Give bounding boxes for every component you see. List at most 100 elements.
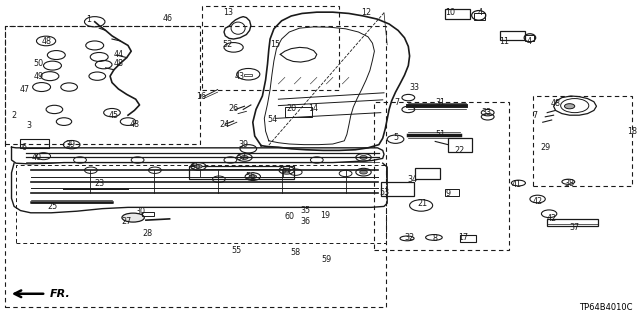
Bar xyxy=(547,219,598,226)
Text: 5: 5 xyxy=(393,133,398,142)
Text: 47: 47 xyxy=(19,85,29,94)
Text: 46: 46 xyxy=(163,14,173,23)
Text: 12: 12 xyxy=(361,8,371,17)
Bar xyxy=(16,165,386,243)
Text: 56: 56 xyxy=(246,172,256,181)
Text: 27: 27 xyxy=(122,217,132,226)
Bar xyxy=(200,169,283,177)
Text: 45: 45 xyxy=(109,111,119,120)
Text: 11: 11 xyxy=(499,37,509,46)
Text: 39: 39 xyxy=(65,140,76,149)
Text: 14: 14 xyxy=(308,104,319,113)
Text: 33: 33 xyxy=(410,83,420,92)
Bar xyxy=(474,13,485,20)
Bar xyxy=(20,139,49,148)
Text: 48: 48 xyxy=(42,37,52,46)
Text: TP64B4010C: TP64B4010C xyxy=(579,303,632,312)
Text: 39: 39 xyxy=(238,140,248,149)
Text: 29: 29 xyxy=(540,143,550,152)
Bar xyxy=(460,235,476,242)
Bar xyxy=(142,212,154,216)
Text: 7: 7 xyxy=(532,111,538,120)
Text: 58: 58 xyxy=(291,248,301,257)
Ellipse shape xyxy=(122,213,145,222)
Text: 56: 56 xyxy=(190,162,200,171)
Text: 7: 7 xyxy=(394,98,399,107)
Text: 26: 26 xyxy=(228,104,239,113)
Text: 37: 37 xyxy=(570,223,580,232)
Circle shape xyxy=(195,164,202,168)
Text: 17: 17 xyxy=(458,233,468,242)
Text: 23: 23 xyxy=(94,179,104,188)
Bar xyxy=(445,9,470,19)
Bar xyxy=(374,102,509,250)
Bar xyxy=(202,6,339,90)
Text: 33: 33 xyxy=(481,108,492,117)
Text: 2: 2 xyxy=(12,111,17,120)
Circle shape xyxy=(241,156,248,159)
Bar xyxy=(525,35,534,41)
Text: 35: 35 xyxy=(301,206,311,215)
Text: 34: 34 xyxy=(408,175,418,184)
Text: 49: 49 xyxy=(33,72,44,81)
Text: 28: 28 xyxy=(142,229,152,238)
Text: 48: 48 xyxy=(129,120,140,129)
Text: 21: 21 xyxy=(417,199,428,208)
Text: 50: 50 xyxy=(33,60,44,68)
Circle shape xyxy=(283,168,291,172)
Circle shape xyxy=(360,156,367,159)
Text: 6: 6 xyxy=(22,143,27,152)
Text: 4: 4 xyxy=(526,37,531,46)
Text: 4: 4 xyxy=(477,8,483,17)
Text: 42: 42 xyxy=(547,214,557,223)
Text: 41: 41 xyxy=(512,180,522,189)
Bar xyxy=(448,138,472,152)
Text: 38: 38 xyxy=(564,179,575,188)
Text: 24: 24 xyxy=(219,120,229,129)
Circle shape xyxy=(360,170,367,174)
Bar xyxy=(5,26,386,307)
Text: 20: 20 xyxy=(286,104,296,113)
Text: 15: 15 xyxy=(270,40,280,49)
Text: 40: 40 xyxy=(32,153,42,162)
Circle shape xyxy=(249,175,257,179)
Text: 60: 60 xyxy=(284,212,294,221)
Bar xyxy=(244,74,252,76)
Circle shape xyxy=(564,104,575,109)
Text: 25: 25 xyxy=(47,202,58,211)
Text: 42: 42 xyxy=(532,197,543,206)
Text: 30: 30 xyxy=(136,207,146,216)
Text: 51: 51 xyxy=(435,130,445,139)
Text: 13: 13 xyxy=(223,8,233,17)
Bar xyxy=(500,31,525,40)
Bar xyxy=(533,96,632,186)
Text: 10: 10 xyxy=(445,8,455,17)
Bar xyxy=(285,107,312,117)
Text: 16: 16 xyxy=(196,92,207,101)
Text: 43: 43 xyxy=(235,72,245,81)
Text: 1: 1 xyxy=(86,15,91,24)
Bar xyxy=(445,189,459,196)
Text: 57: 57 xyxy=(237,153,247,162)
Bar xyxy=(381,182,414,196)
Bar xyxy=(189,166,294,179)
Text: 19: 19 xyxy=(320,211,330,220)
Bar xyxy=(5,26,200,144)
Text: 55: 55 xyxy=(232,246,242,255)
Text: 36: 36 xyxy=(301,217,311,226)
Text: 18: 18 xyxy=(627,127,637,136)
Text: 8: 8 xyxy=(433,234,438,243)
Text: 3: 3 xyxy=(26,121,31,130)
Text: 9: 9 xyxy=(445,189,451,198)
Text: 48: 48 xyxy=(113,60,124,68)
Text: FR.: FR. xyxy=(50,289,70,299)
Text: 54: 54 xyxy=(267,115,277,124)
Text: 53: 53 xyxy=(379,188,389,197)
Bar xyxy=(415,168,440,179)
Text: 31: 31 xyxy=(435,98,445,107)
Text: 57: 57 xyxy=(282,166,292,175)
Text: 32: 32 xyxy=(404,233,415,242)
Text: 59: 59 xyxy=(321,255,332,264)
Text: 48: 48 xyxy=(550,99,561,108)
Text: 44: 44 xyxy=(113,50,124,59)
